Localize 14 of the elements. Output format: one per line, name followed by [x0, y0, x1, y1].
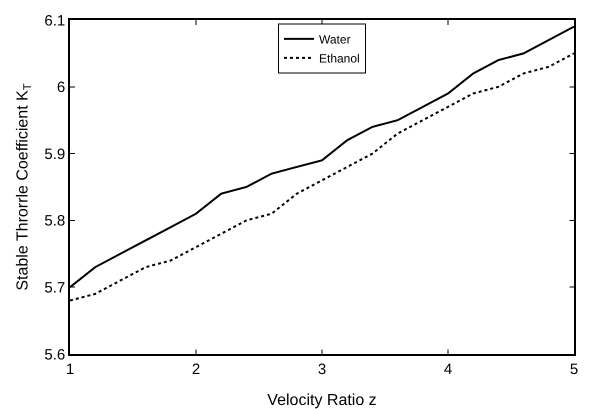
y-tick-label: 5.9: [44, 146, 66, 163]
legend-label: Ethanol: [319, 52, 360, 66]
y-tick-label: 5.6: [44, 346, 66, 364]
y-tick-label: 5.7: [44, 279, 66, 296]
x-tick-label: 4: [444, 360, 452, 378]
x-tick-label: 5: [570, 360, 578, 378]
x-tick-label: 1: [66, 360, 74, 378]
y-tick-label: 6.1: [44, 12, 66, 30]
legend-label: Water: [319, 32, 351, 47]
x-axis-title: Velocity Ratio z: [267, 392, 377, 409]
x-tick-label: 3: [318, 360, 326, 378]
x-tick-label: 2: [192, 360, 200, 378]
y-tick-label: 5.8: [44, 212, 66, 230]
y-tick-label: 6: [56, 79, 66, 96]
